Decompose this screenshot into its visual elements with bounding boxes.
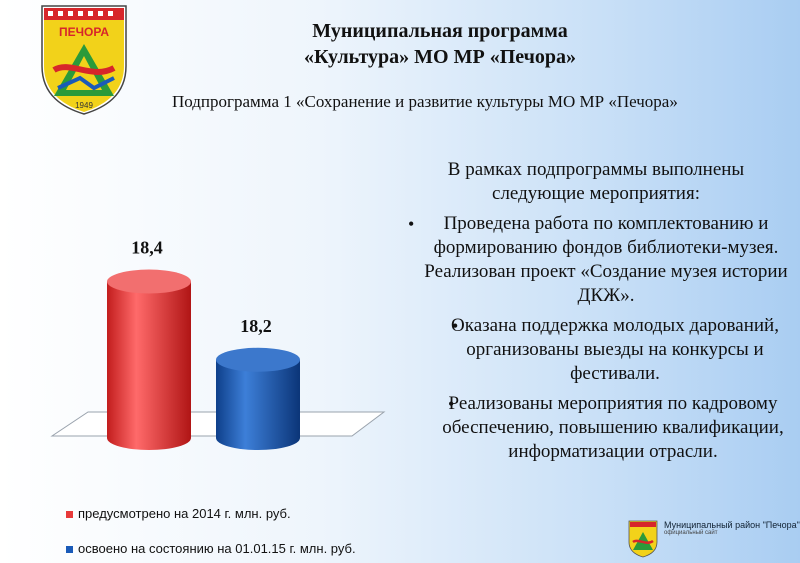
funding-bar-chart: 18,4 18,2 — [50, 238, 386, 450]
activity-text: Проведена работа по комплектованию и фор… — [424, 213, 788, 306]
coat-of-arms-logo: ПЕЧОРА 1949 — [41, 5, 127, 115]
footer: Муниципальный район "Печора" официальный… — [664, 520, 800, 536]
activity-text: Оказана поддержка молодых дарований, орг… — [451, 315, 779, 384]
bullet-icon: • — [448, 394, 455, 414]
activity-item: • Оказана поддержка молодых дарований, о… — [400, 314, 792, 386]
footer-site-name: Муниципальный район "Печора" — [664, 520, 800, 530]
footer-crest-logo — [628, 520, 658, 558]
legend-label-spent: освоено на состоянию на 01.01.15 г. млн.… — [78, 541, 356, 556]
legend-item-spent: освоено на состоянию на 01.01.15 г. млн.… — [66, 541, 356, 556]
legend-label-planned: предусмотрено на 2014 г. млн. руб. — [78, 506, 291, 521]
bar-spent-body — [216, 359, 300, 450]
crest-name: ПЕЧОРА — [59, 25, 109, 39]
activities-panel: В рамках подпрограммы выполнены следующи… — [400, 158, 792, 470]
bullet-icon: • — [452, 316, 459, 336]
bullet-icon: • — [408, 214, 415, 234]
title-line-1: Муниципальная программа — [312, 20, 568, 42]
legend-item-planned: предусмотрено на 2014 г. млн. руб. — [66, 506, 291, 521]
subprogram-subtitle: Подпрограмма 1 «Сохранение и развитие ку… — [172, 92, 678, 111]
legend-swatch-spent — [66, 546, 73, 554]
bar-planned — [107, 269, 191, 450]
crest-year: 1949 — [75, 101, 93, 110]
activity-text: Реализованы мероприятия по кадровому обе… — [442, 393, 784, 462]
page-title: Муниципальная программа «Культура» МО МР… — [230, 18, 650, 70]
activity-item: • Реализованы мероприятия по кадровому о… — [400, 392, 792, 464]
bar-planned-body — [107, 281, 191, 450]
title-line-2: «Культура» МО МР «Печора» — [303, 46, 577, 68]
activities-intro: В рамках подпрограммы выполнены следующи… — [447, 159, 745, 204]
data-label: 18,4 — [131, 238, 163, 258]
bar-spent — [216, 347, 300, 450]
footer-subtext: официальный сайт — [664, 530, 718, 536]
legend-swatch-planned — [66, 511, 73, 519]
data-label: 18,2 — [240, 316, 272, 336]
bar-planned-top — [107, 269, 191, 294]
activity-item: • Проведена работа по комплектованию и ф… — [400, 212, 792, 308]
bar-spent-top — [216, 347, 300, 372]
